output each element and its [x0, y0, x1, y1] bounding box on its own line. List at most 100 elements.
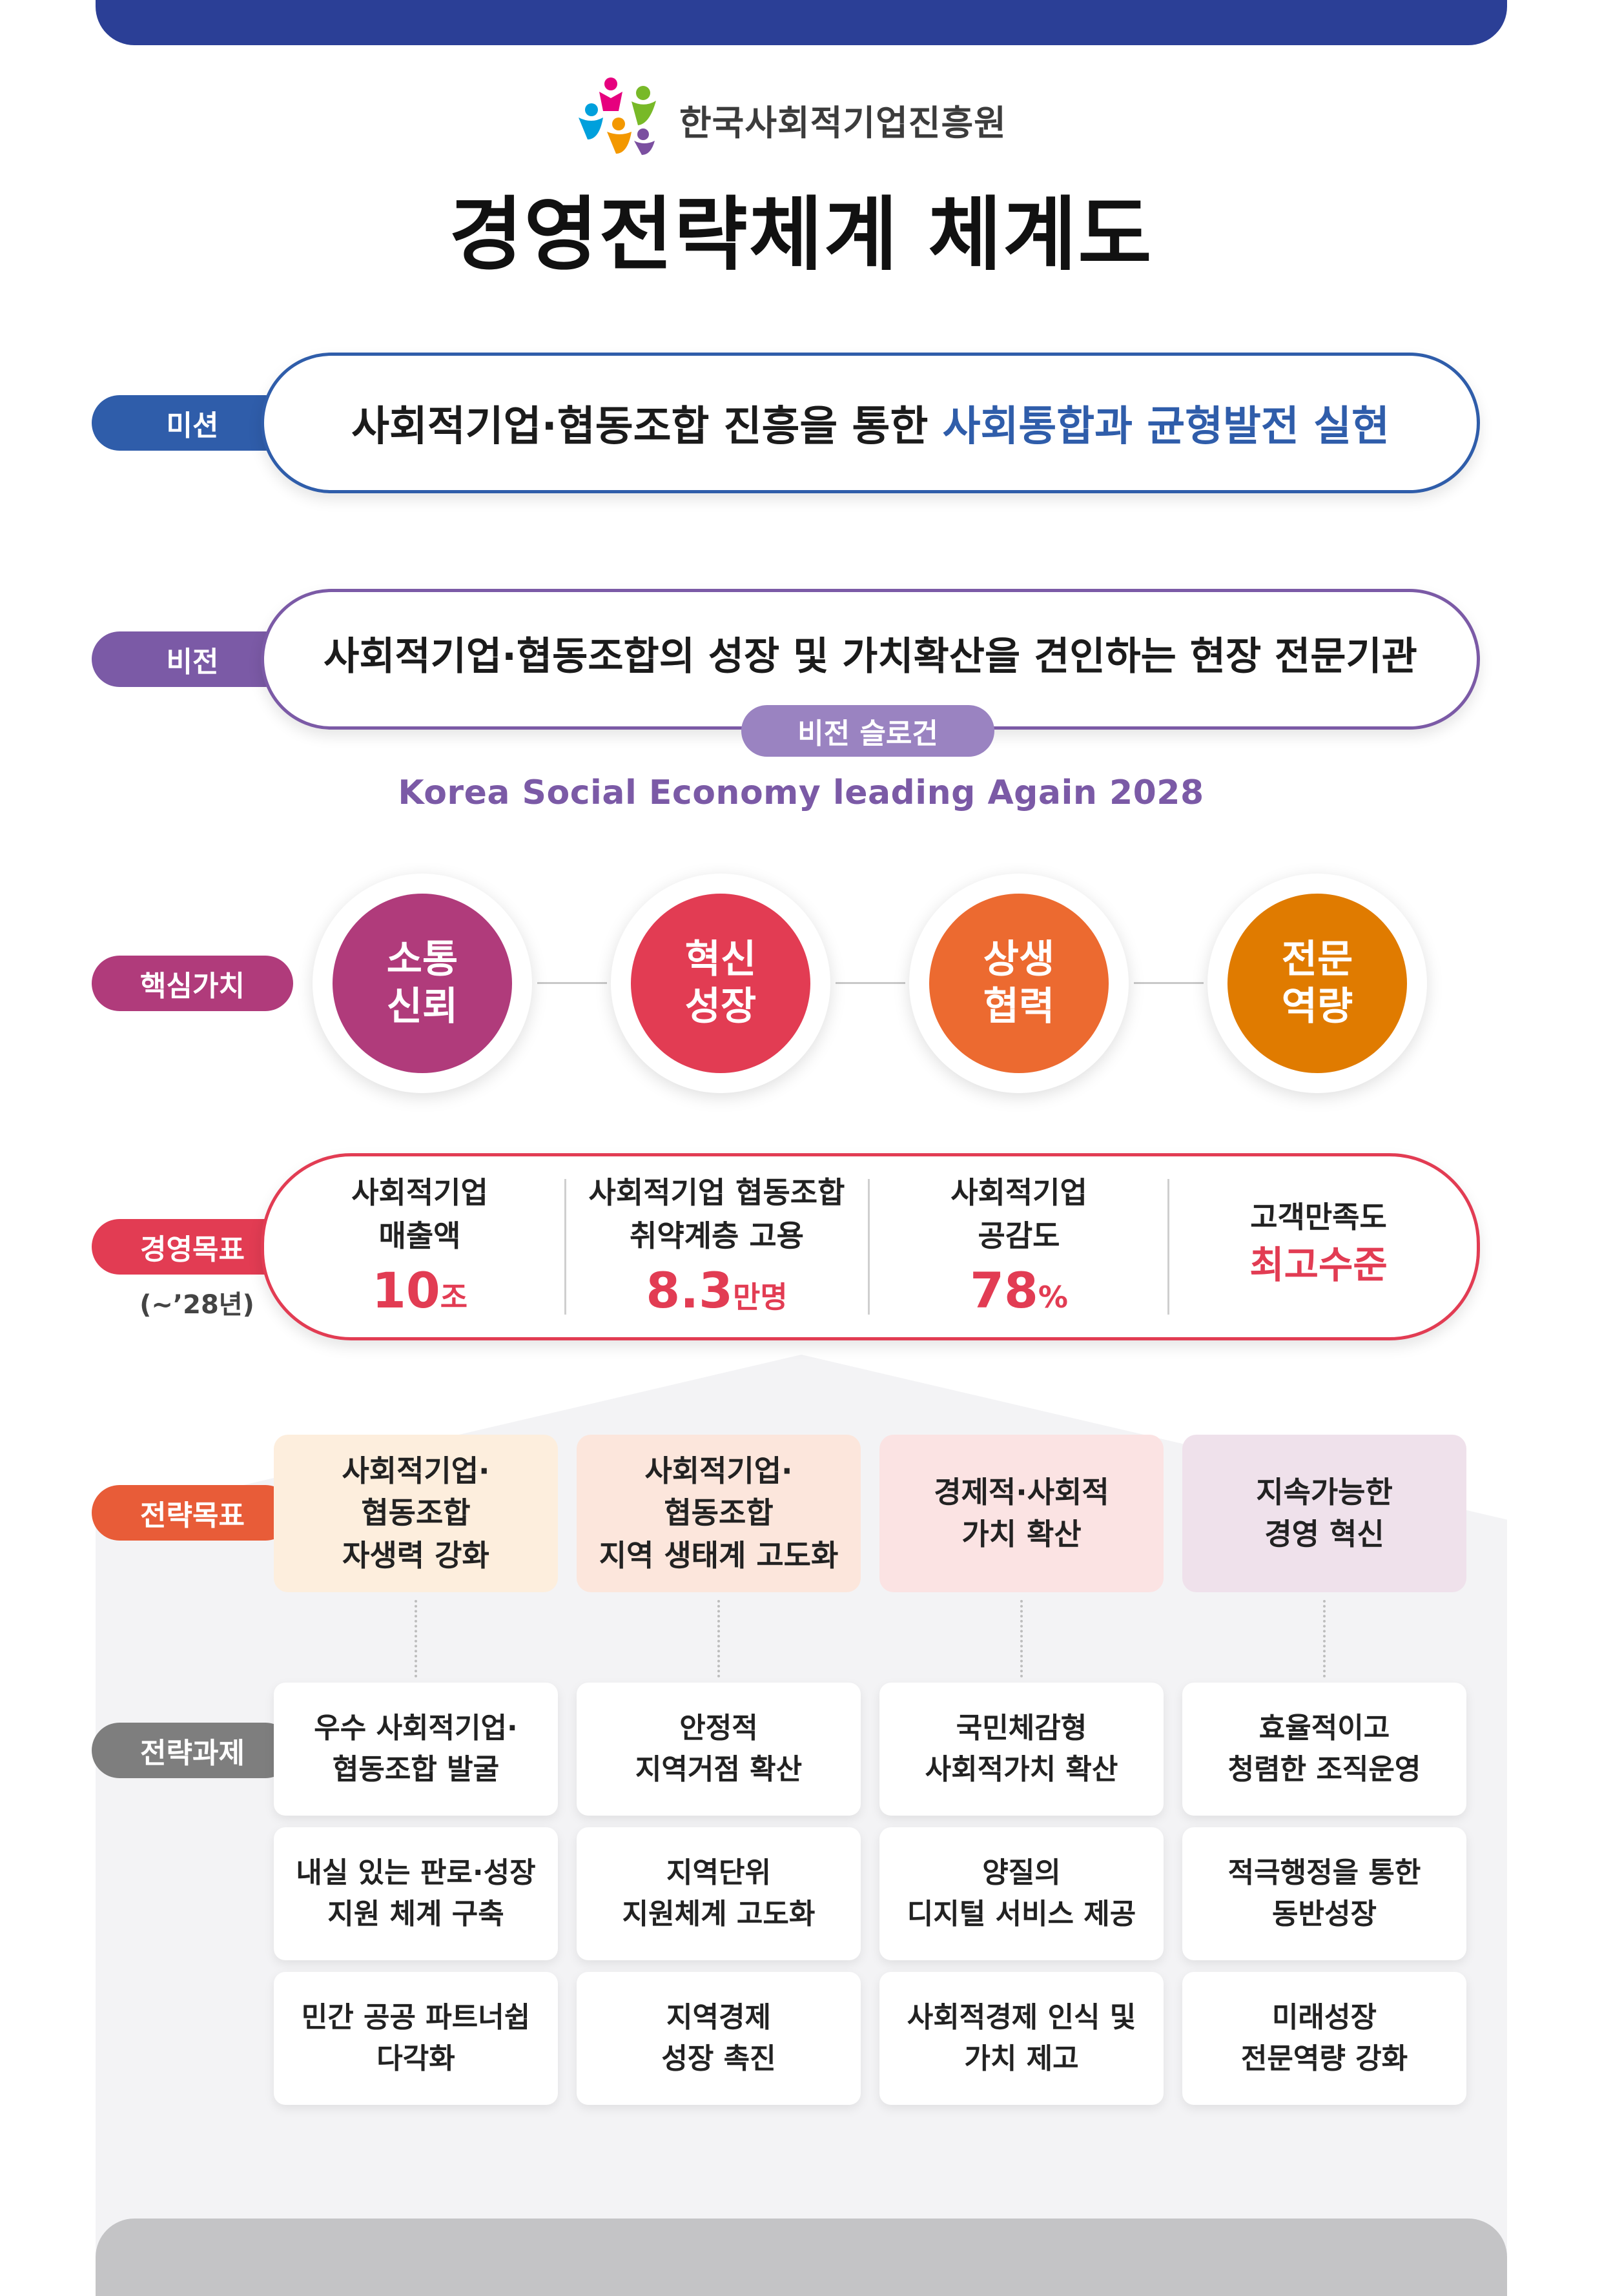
task-line: 동반성장 [1272, 1898, 1377, 1931]
goal-value: 10조 [284, 1261, 555, 1320]
goal-label-line1: 사회적기업 협동조합 [588, 1175, 845, 1210]
core-value-line1: 전문 [1281, 936, 1353, 982]
task-line: 우수 사회적기업· [314, 1712, 518, 1745]
org-logo-icon [579, 77, 656, 155]
mission-text: 사회적기업·협동조합 진흥을 통한 [351, 403, 943, 451]
goal-value-unit: 조 [440, 1280, 468, 1315]
task-line: 적극행정을 통한 [1227, 1856, 1421, 1890]
mgmt-goal-empathy: 사회적기업 공감도 78% [883, 1171, 1155, 1320]
mgmt-goals-box [261, 1153, 1480, 1340]
label-vision: 비전 [92, 631, 293, 687]
mgmt-goal-satisfaction: 고객만족도 최고수준 [1183, 1196, 1454, 1287]
label-core-values: 핵심가치 [92, 956, 293, 1011]
label-strategic-tasks: 전략과제 [92, 1723, 293, 1778]
goal-value-number: 78 [970, 1262, 1038, 1320]
connector-line [1134, 982, 1204, 984]
task-line: 내실 있는 판로·성장 [296, 1856, 536, 1890]
label-mgmt-goals: 경영목표 [92, 1219, 293, 1275]
task-line: 지원체계 고도화 [622, 1898, 816, 1931]
vision-slogan-badge: 비전 슬로건 [741, 705, 994, 757]
goal-divider [1167, 1179, 1169, 1315]
core-value-line2: 협력 [983, 984, 1055, 1029]
task-line: 안정적 [679, 1712, 758, 1745]
task-line: 사회적경제 인식 및 [907, 2001, 1136, 2035]
task-line: 전문역량 강화 [1240, 2042, 1408, 2075]
core-value-line1: 혁신 [684, 936, 757, 982]
goal-value-number: 8.3 [646, 1262, 733, 1320]
goal-label-line2: 공감도 [978, 1218, 1060, 1253]
dotted-connector [1020, 1600, 1023, 1677]
core-value-innovation: 혁신 성장 [611, 874, 830, 1093]
task-line: 사회적가치 확산 [925, 1753, 1118, 1786]
task-line: 청렴한 조직운영 [1227, 1753, 1421, 1786]
goal-label-line2: 취약계층 고용 [630, 1218, 804, 1253]
task-line: 가치 제고 [964, 2042, 1079, 2075]
strategic-goal-line: 지역 생태계 고도화 [599, 1537, 839, 1573]
task-line: 미래성장 [1272, 2001, 1377, 2035]
strategic-task: 우수 사회적기업· 협동조합 발굴 [274, 1683, 558, 1816]
vision-slogan: Korea Social Economy leading Again 2028 [398, 774, 1204, 812]
core-value-circle: 소통 신뢰 [333, 894, 512, 1073]
task-line: 다각화 [376, 2042, 455, 2075]
task-line: 양질의 [982, 1856, 1061, 1890]
dotted-connector [1323, 1600, 1326, 1677]
strategic-task: 민간 공공 파트너쉽 다각화 [274, 1972, 558, 2105]
connector-line [836, 982, 905, 984]
mgmt-goal-revenue: 사회적기업 매출액 10조 [284, 1171, 555, 1320]
goal-label-line1: 사회적기업 [351, 1175, 488, 1210]
task-line: 지원 체계 구축 [327, 1898, 504, 1931]
goal-value: 78% [883, 1261, 1155, 1320]
core-value-communication: 소통 신뢰 [313, 874, 532, 1093]
mission-box: 사회적기업·협동조합 진흥을 통한 사회통합과 균형발전 실현 [261, 353, 1480, 493]
strategic-goal-line: 가치 확산 [961, 1517, 1082, 1552]
connector-line [537, 982, 607, 984]
goal-value: 최고수준 [1183, 1243, 1454, 1288]
dotted-connector [717, 1600, 720, 1677]
task-line: 지역경제 [666, 2001, 771, 2035]
strategic-goal-card: 경제적·사회적 가치 확산 [879, 1435, 1164, 1592]
task-line: 효율적이고 [1258, 1712, 1390, 1745]
task-line: 지역단위 [666, 1856, 771, 1890]
goal-label-line1: 사회적기업 [950, 1175, 1087, 1210]
core-value-line2: 역량 [1281, 984, 1353, 1029]
strategic-goal-card: 사회적기업· 협동조합 자생력 강화 [274, 1435, 558, 1592]
core-value-line1: 소통 [386, 936, 458, 982]
strategic-goal-line: 사회적기업· [644, 1453, 793, 1489]
vision-text: 사회적기업·협동조합의 성장 및 가치확산을 견인하는 현장 전문기관 [323, 633, 1417, 679]
goal-value: 8.3만명 [581, 1261, 852, 1320]
mgmt-goal-employment: 사회적기업 협동조합 취약계층 고용 8.3만명 [581, 1171, 852, 1320]
core-value-line1: 상생 [983, 936, 1055, 982]
dotted-connector [415, 1600, 417, 1677]
task-line: 지역거점 확산 [635, 1753, 803, 1786]
core-value-expertise: 전문 역량 [1207, 874, 1427, 1093]
core-value-circle: 상생 협력 [929, 894, 1109, 1073]
strategic-goal-card: 지속가능한 경영 혁신 [1182, 1435, 1466, 1592]
task-line: 디지털 서비스 제공 [907, 1898, 1136, 1931]
top-banner-bar [96, 0, 1507, 45]
strategic-goal-line: 지속가능한 [1256, 1474, 1393, 1510]
strategic-goal-line: 협동조합 [361, 1495, 471, 1531]
goal-divider [564, 1179, 566, 1315]
core-value-line2: 성장 [684, 984, 757, 1029]
strategic-goal-line: 경영 혁신 [1264, 1517, 1384, 1552]
mgmt-goals-period: (~’28년) [139, 1290, 254, 1320]
strategic-goal-line: 협동조합 [664, 1495, 774, 1531]
task-line: 성장 촉진 [661, 2042, 776, 2075]
org-name: 한국사회적기업진흥원 [679, 103, 1007, 143]
core-value-line2: 신뢰 [386, 984, 458, 1029]
strategic-goal-card: 사회적기업· 협동조합 지역 생태계 고도화 [577, 1435, 861, 1592]
task-line: 국민체감형 [956, 1712, 1087, 1745]
goal-divider [868, 1179, 870, 1315]
core-value-circle: 혁신 성장 [631, 894, 810, 1073]
goal-value-number: 최고수준 [1249, 1242, 1388, 1287]
strategic-goal-line: 자생력 강화 [342, 1537, 489, 1573]
